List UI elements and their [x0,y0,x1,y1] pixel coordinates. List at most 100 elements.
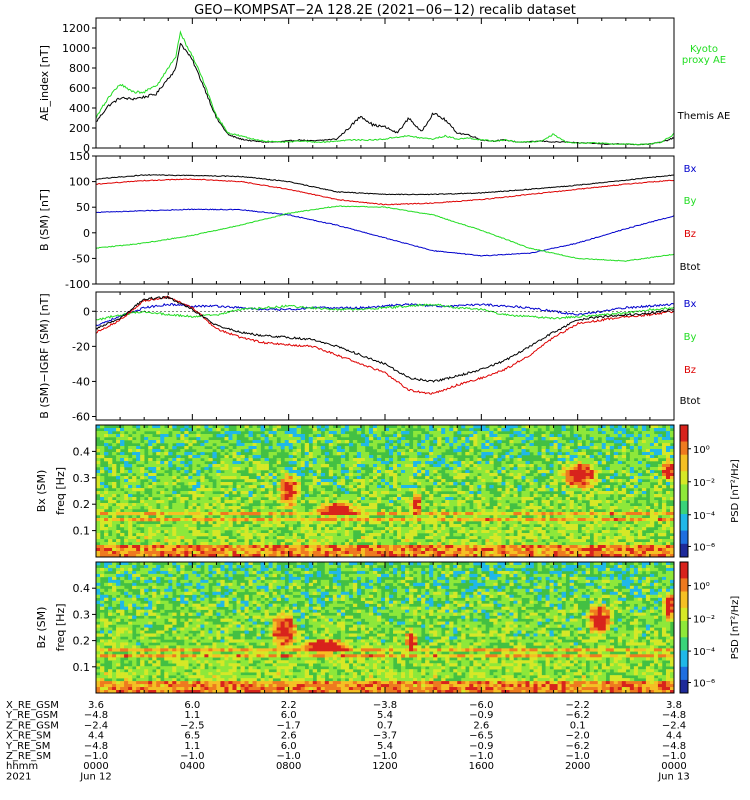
spectrogram-cell [593,446,599,450]
spectrogram-cell [132,551,137,555]
spectrogram-cell [308,452,314,456]
spectrogram-cell [525,545,530,549]
spectrogram-cell [260,464,265,468]
spectrogram-cell [473,551,478,555]
spectrogram-cell [380,440,386,444]
spectrogram-cell [657,452,663,456]
spectrogram-cell [160,440,165,444]
spectrogram-cell [228,524,233,528]
spectrogram-cell [252,470,257,474]
spectrogram-cell [100,687,105,691]
spectrogram-cell [276,512,281,516]
spectrogram-cell [401,449,406,453]
spectrogram-cell [517,527,522,531]
spectrogram-cell [180,452,185,456]
spectrogram-cell [336,536,342,540]
spectrogram-cell [208,485,213,489]
spectrogram-cell [372,431,378,435]
spectrogram-cell [489,431,494,435]
spectrogram-cell [236,485,241,489]
spectrogram-cell [136,455,141,459]
spectrogram-cell [104,503,109,507]
spectrogram-cell [621,509,627,513]
spectrogram-cell [324,431,330,435]
spectrogram-cell [553,515,558,519]
spectrogram-cell [445,461,450,465]
spectrogram-cell [292,485,297,489]
spectrogram-cell [224,476,229,480]
spectrogram-cell [437,461,442,465]
spectrogram-cell [617,440,623,444]
spectrogram-cell [236,497,241,501]
spectrogram-cell [581,521,586,525]
spectrogram-cell [509,539,514,543]
spectrogram-cell [641,524,647,528]
spectrogram-cell [296,479,301,483]
spectrogram-cell [493,434,498,438]
spectrogram-cell [312,551,318,555]
spectrogram-cell [284,500,289,504]
spectrogram-cell [569,455,574,459]
spectrogram-cell [324,425,330,429]
spectrogram-cell [501,500,506,504]
spectrogram-cell [124,494,129,498]
spectrogram-cell [481,533,486,537]
spectrogram-cell [316,500,322,504]
spectrogram-cell [477,437,482,441]
spectrogram-cell [665,428,671,432]
spectrogram-cell [216,554,221,558]
spectrogram-cell [509,473,514,477]
spectrogram-cell [204,506,209,510]
spectrogram-cell [425,524,430,528]
spectrogram-cell [356,425,362,429]
spectrogram-cell [529,425,534,429]
spectrogram-cell [581,530,586,534]
spectrogram-cell [549,497,554,501]
spectrogram-cell [457,551,462,555]
spectrogram-cell [344,461,350,465]
spectrogram-cell [196,446,201,450]
spectrogram-cell [272,506,277,510]
spectrogram-cell [597,446,603,450]
spectrogram-cell [569,518,574,522]
colorbar-tick-label: 10⁻² [693,478,715,489]
spectrogram-cell [364,491,370,495]
spectrogram-cell [625,425,631,429]
spectrogram-cell [108,446,113,450]
spectrogram-cell [96,476,101,480]
spectrogram-cell [220,515,225,519]
spectrogram-cell [120,464,125,468]
spectrogram-cell [497,434,502,438]
spectrogram-cell [617,458,623,462]
spectrogram-cell [561,458,566,462]
spectrogram-cell [461,512,466,516]
spectrogram-cell [473,545,478,549]
spectrogram-cell [401,554,406,558]
spectrogram-cell [533,533,538,537]
spectrogram-cell [176,434,181,438]
spectrogram-cell [425,545,430,549]
spectrogram-cell [405,431,410,435]
spectrogram-cell [513,428,518,432]
spectrogram-cell [497,515,502,519]
spectrogram-cell [184,434,189,438]
spectrogram-cell [332,437,338,441]
spectrogram-cell [549,527,554,531]
spectrogram-cell [372,539,378,543]
spectrogram-cell [364,509,370,513]
spectrogram-cell [108,527,113,531]
spectrogram-cell [517,473,522,477]
spectrogram-cell [128,485,133,489]
spectrogram-cell [405,515,410,519]
spectrogram-cell [140,431,145,435]
spectrogram-cell [645,545,651,549]
spectrogram-cell [352,548,358,552]
spectrogram-cell [208,482,213,486]
spectrogram-cell [308,440,314,444]
spectrogram-cell [417,494,422,498]
spectrogram-cell [356,518,362,522]
spectrogram-cell [108,473,113,477]
spectrogram-cell [188,542,193,546]
spectrogram-cell [665,551,671,555]
spectrogram-cell [425,521,430,525]
